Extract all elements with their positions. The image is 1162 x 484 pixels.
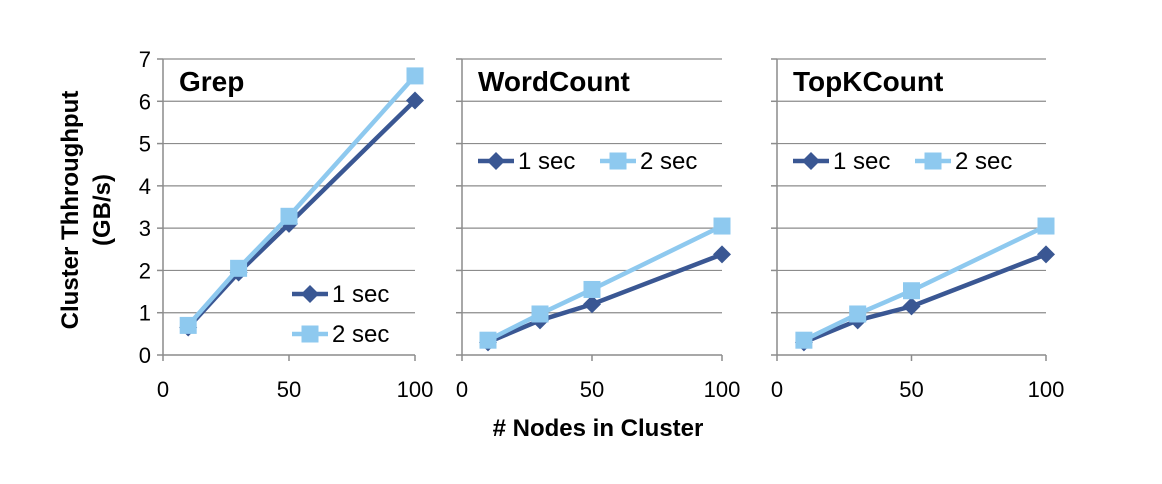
legend-swatch-marker <box>925 153 942 170</box>
x-tick-label: 100 <box>704 377 741 402</box>
data-point <box>714 218 731 235</box>
data-point <box>713 245 731 263</box>
series-line <box>488 254 722 342</box>
x-tick-label: 50 <box>899 377 923 402</box>
legend: 1 sec 2 sec <box>292 281 389 348</box>
y-tick-label: 2 <box>139 258 151 283</box>
legend-label: 1 sec <box>332 281 389 308</box>
panel-title: WordCount <box>478 66 630 97</box>
data-point <box>903 282 920 299</box>
data-point <box>795 332 812 349</box>
y-tick-label: 0 <box>139 343 151 368</box>
data-point <box>584 281 601 298</box>
legend-label: 2 sec <box>332 321 389 348</box>
panel-title: TopKCount <box>793 66 943 97</box>
legend-item: 1 sec <box>478 148 575 175</box>
data-point <box>230 260 247 277</box>
y-tick-label: 7 <box>139 47 151 72</box>
legend: 1 sec 2 sec <box>478 148 697 175</box>
y-tick-label: 5 <box>139 132 151 157</box>
y-tick-label: 4 <box>139 174 151 199</box>
series-line <box>804 254 1046 342</box>
legend-swatch-marker <box>610 153 627 170</box>
x-tick-label: 0 <box>456 377 468 402</box>
y-tick-label: 1 <box>139 301 151 326</box>
y-axis-title-line2: (GB/s) <box>89 174 116 246</box>
legend-label: 1 sec <box>518 148 575 175</box>
series-1-sec <box>479 245 731 351</box>
legend-swatch-marker <box>302 326 319 343</box>
legend-swatch-marker <box>802 152 820 170</box>
data-point <box>532 305 549 322</box>
data-point <box>180 317 197 334</box>
x-tick-label: 0 <box>771 377 783 402</box>
panel-topkcount: 0 50 100 TopKCount 1 sec 2 sec <box>771 59 1064 402</box>
chart-panels: 0 1 2 3 4 5 6 7 0 50 100 Grep 1 sec 2 sec 0 50 100 WordCo… <box>139 47 1065 402</box>
legend-item: 2 sec <box>292 321 389 348</box>
y-axis-title: Cluster Thhroughput (GB/s) <box>57 91 116 330</box>
data-point <box>480 332 497 349</box>
data-point <box>849 305 866 322</box>
x-tick-label: 0 <box>157 377 169 402</box>
x-tick-label: 50 <box>580 377 604 402</box>
x-tick-label: 100 <box>1028 377 1065 402</box>
legend-label: 2 sec <box>955 148 1012 175</box>
series-line <box>804 226 1046 340</box>
y-axis-title-line1: Cluster Thhroughput <box>57 91 84 330</box>
data-point <box>1038 218 1055 235</box>
legend-item: 1 sec <box>793 148 890 175</box>
legend-label: 2 sec <box>640 148 697 175</box>
x-axis-title: # Nodes in Cluster <box>493 415 704 442</box>
data-point <box>1037 245 1055 263</box>
legend: 1 sec 2 sec <box>793 148 1012 175</box>
y-tick-label: 6 <box>139 89 151 114</box>
series-1-sec <box>795 245 1055 351</box>
panel-grep: 0 1 2 3 4 5 6 7 0 50 100 Grep 1 sec 2 sec <box>139 47 434 402</box>
x-tick-label: 100 <box>397 377 434 402</box>
legend-item: 2 sec <box>600 148 697 175</box>
series-line <box>488 226 722 340</box>
panel-title: Grep <box>179 66 244 97</box>
y-tick-label: 3 <box>139 216 151 241</box>
data-point <box>407 67 424 84</box>
panel-wordcount: 0 50 100 WordCount 1 sec 2 sec <box>456 59 740 402</box>
legend-swatch-marker <box>301 285 319 303</box>
legend-swatch-marker <box>487 152 505 170</box>
legend-label: 1 sec <box>833 148 890 175</box>
legend-item: 2 sec <box>915 148 1012 175</box>
data-point <box>281 208 298 225</box>
legend-item: 1 sec <box>292 281 389 308</box>
x-tick-label: 50 <box>277 377 301 402</box>
